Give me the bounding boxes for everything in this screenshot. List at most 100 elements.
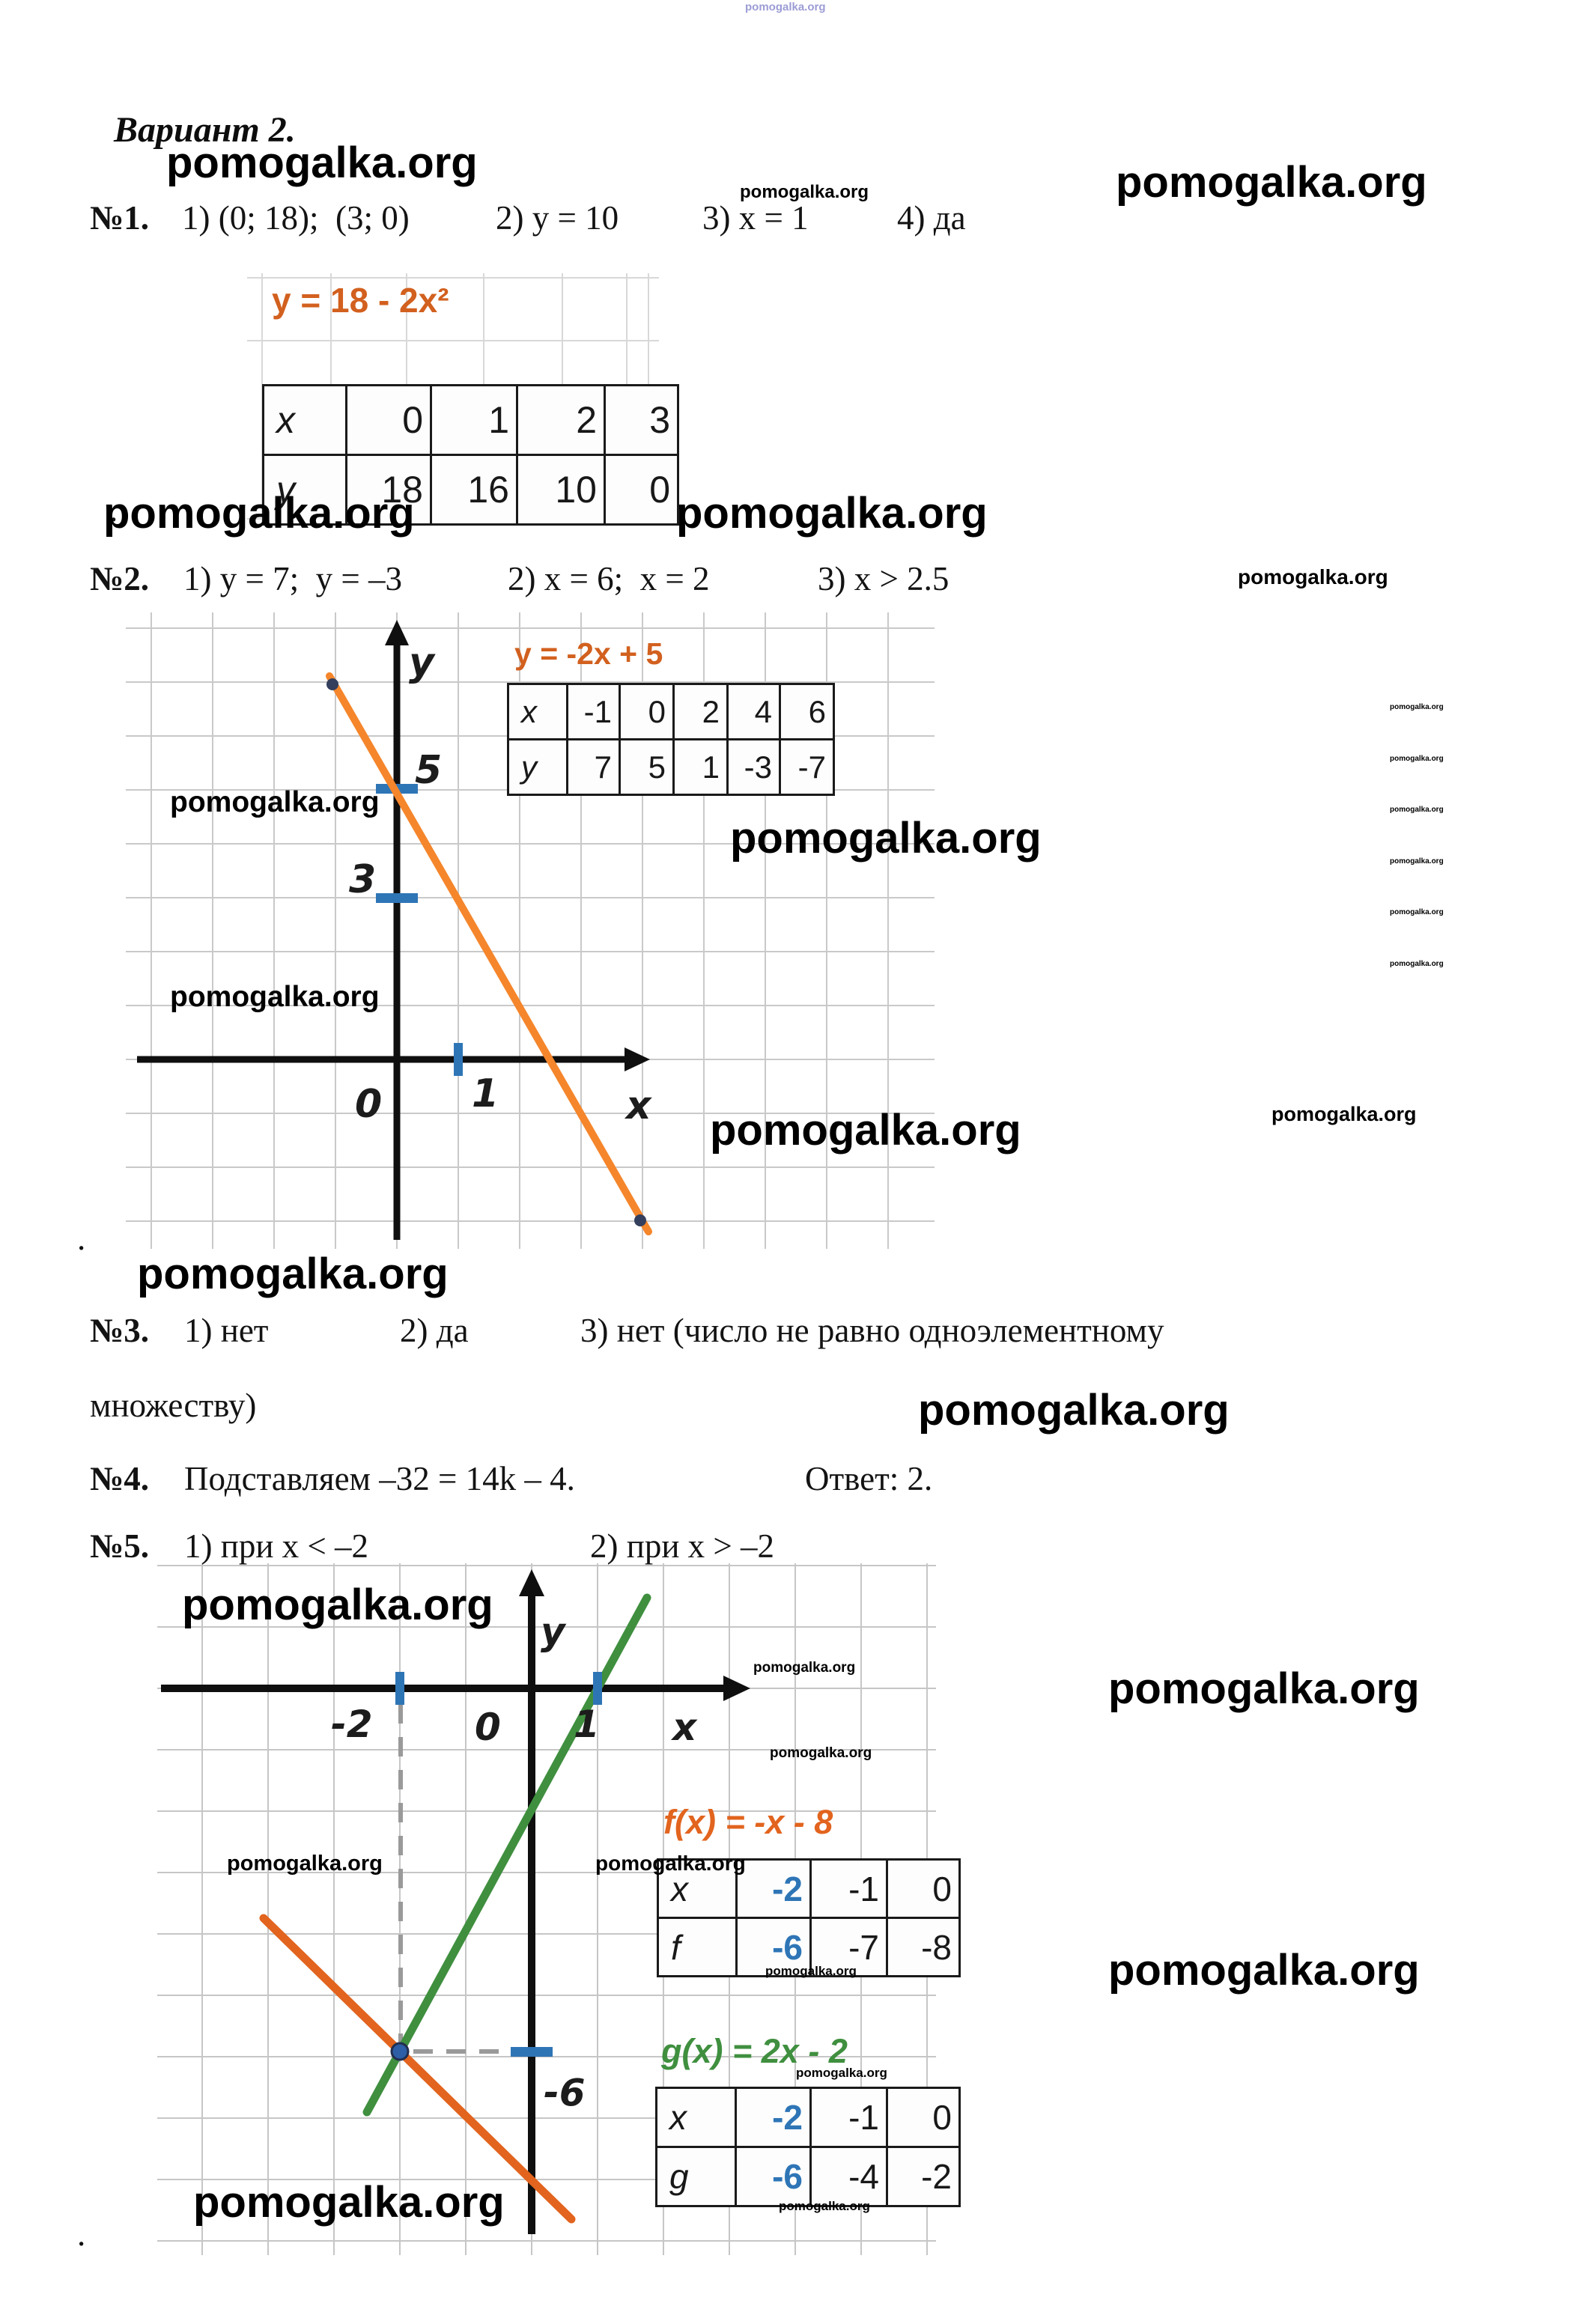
- answer-text: 2) да: [400, 1312, 469, 1349]
- paragraph-dot: .: [77, 2215, 86, 2253]
- y-axis-arrow: [519, 1569, 544, 1596]
- answer-text: Ответ: 2.: [805, 1460, 933, 1497]
- table-cell: -1: [809, 2087, 888, 2148]
- table-cell: 5: [619, 738, 675, 796]
- y-tick-label: 5: [415, 748, 442, 793]
- y-tick-3: [376, 893, 418, 903]
- table-cell: -3: [726, 738, 781, 796]
- graph-linear-functions-2: y x 0 -2 1 -6: [157, 1563, 936, 2255]
- answer-text: 1) нет: [184, 1312, 269, 1349]
- x-tick-neg2: [395, 1672, 404, 1705]
- table-cell: -7: [809, 1917, 888, 1977]
- table-row-label: g: [655, 2146, 737, 2207]
- table-cell: 3: [604, 384, 679, 456]
- graph-linear-function-1: yx0 153: [126, 612, 935, 1249]
- problem-number-label: №2.: [90, 560, 149, 597]
- table-cell: 16: [430, 454, 518, 526]
- table-cell: 0: [345, 384, 432, 456]
- x-tick-1: [593, 1672, 602, 1705]
- page-title: Вариант 2.: [114, 110, 296, 150]
- table-row-label: f: [657, 1917, 738, 1977]
- x-tick-label: -2: [331, 1703, 373, 1746]
- table-cell: 18: [345, 454, 432, 526]
- table-cell: -1: [566, 683, 621, 740]
- table-cell: 0: [604, 454, 679, 526]
- y-tick-label: 3: [349, 857, 376, 902]
- x-tick-label: 1: [472, 1071, 499, 1116]
- table-cell: 1: [672, 738, 729, 796]
- function-value-table: x -2 -1 0 f -6 -7 -8: [657, 1858, 961, 1977]
- y-tick-neg6: [511, 2047, 553, 2057]
- answer-text: 2) x = 6; x = 2: [508, 560, 710, 597]
- table-cell: -6: [735, 2146, 812, 2207]
- table-cell: 0: [886, 2087, 961, 2148]
- table-cell: 0: [619, 683, 675, 740]
- problem-number-label: №1.: [90, 199, 149, 237]
- function-line: [326, 672, 652, 1235]
- table-row-label: x: [657, 1858, 738, 1919]
- table-row-label: x: [507, 683, 568, 740]
- y-axis-arrow: [385, 620, 409, 645]
- f-function-line: [259, 1914, 576, 2224]
- answer-text: 1) y = 7; y = –3: [183, 560, 402, 597]
- y-tick-label: -6: [544, 2071, 586, 2114]
- answer-text: 3) x > 2.5: [818, 560, 949, 597]
- function-value-table: x -1 0 2 4 6 y 7 5 1 -3 -7: [507, 683, 835, 796]
- function-value-table: x 0 1 2 3 y 18 16 10 0: [262, 384, 679, 526]
- answer-text: Подставляем –32 = 14k – 4.: [184, 1460, 575, 1497]
- y-axis-label: y: [409, 640, 436, 685]
- table-cell: -4: [809, 2146, 888, 2207]
- y-axis-label: y: [541, 1610, 567, 1653]
- x-tick-1: [454, 1043, 463, 1076]
- table-cell: -2: [735, 2087, 812, 2148]
- table-row-label: y: [262, 454, 347, 526]
- table-cell: -7: [779, 738, 835, 796]
- answer-text: 1) при х < –2: [184, 1527, 369, 1565]
- table-row-label: x: [262, 384, 347, 456]
- table-cell: -2: [735, 1858, 812, 1919]
- table-cell: 1: [430, 384, 518, 456]
- answer-text: 3) нет (число не равно одноэлементному: [580, 1312, 1164, 1349]
- table-cell: -1: [809, 1858, 888, 1919]
- x-axis-arrow: [625, 1047, 650, 1071]
- answer-text: 3) x = 1: [702, 199, 809, 237]
- f-equation-title: f(x) = -x - 8: [663, 1803, 833, 1841]
- paragraph-dot: .: [77, 1220, 86, 1257]
- problem-number-label: №5.: [90, 1527, 149, 1565]
- table-cell: 6: [779, 683, 835, 740]
- problem-number-label: №3.: [90, 1312, 149, 1349]
- table-cell: -6: [735, 1917, 812, 1977]
- line-endpoint-dot: [634, 1214, 646, 1226]
- table-cell: 10: [516, 454, 606, 526]
- paragraph-dot: .: [109, 491, 118, 529]
- table-cell: 2: [672, 683, 729, 740]
- answer-text: 2) при х > –2: [590, 1527, 775, 1565]
- table-row-label: x: [655, 2087, 737, 2148]
- graph1-equation-title: y = -2x + 5: [514, 636, 663, 671]
- origin-label: 0: [355, 1082, 382, 1127]
- line-endpoint-dot: [326, 678, 338, 690]
- table-cell: 4: [726, 683, 781, 740]
- g-equation-title: g(x) = 2x - 2: [661, 2032, 848, 2070]
- table-cell: 0: [886, 1858, 961, 1919]
- table-cell: 2: [516, 384, 606, 456]
- x-axis-arrow: [723, 1676, 750, 1701]
- table-row-label: y: [507, 738, 568, 796]
- table1-equation-title: y = 18 - 2x²: [272, 281, 449, 320]
- answer-text: множеству): [90, 1387, 257, 1424]
- x-axis-label: x: [670, 1706, 698, 1749]
- function-value-table: x -2 -1 0 g -6 -4 -2: [655, 2087, 961, 2207]
- x-axis-label: x: [624, 1083, 652, 1128]
- answer-text: 4) да: [897, 199, 966, 237]
- table-cell: -8: [886, 1917, 961, 1977]
- x-tick-label: 1: [574, 1703, 600, 1746]
- intersection-point: [390, 2042, 410, 2061]
- table-cell: 7: [566, 738, 621, 796]
- problem-number-label: №4.: [90, 1460, 149, 1497]
- origin-label: 0: [475, 1706, 501, 1749]
- answer-text: 2) y = 10: [496, 199, 619, 237]
- answer-text: 1) (0; 18); (3; 0): [182, 199, 410, 237]
- table-cell: -2: [886, 2146, 961, 2207]
